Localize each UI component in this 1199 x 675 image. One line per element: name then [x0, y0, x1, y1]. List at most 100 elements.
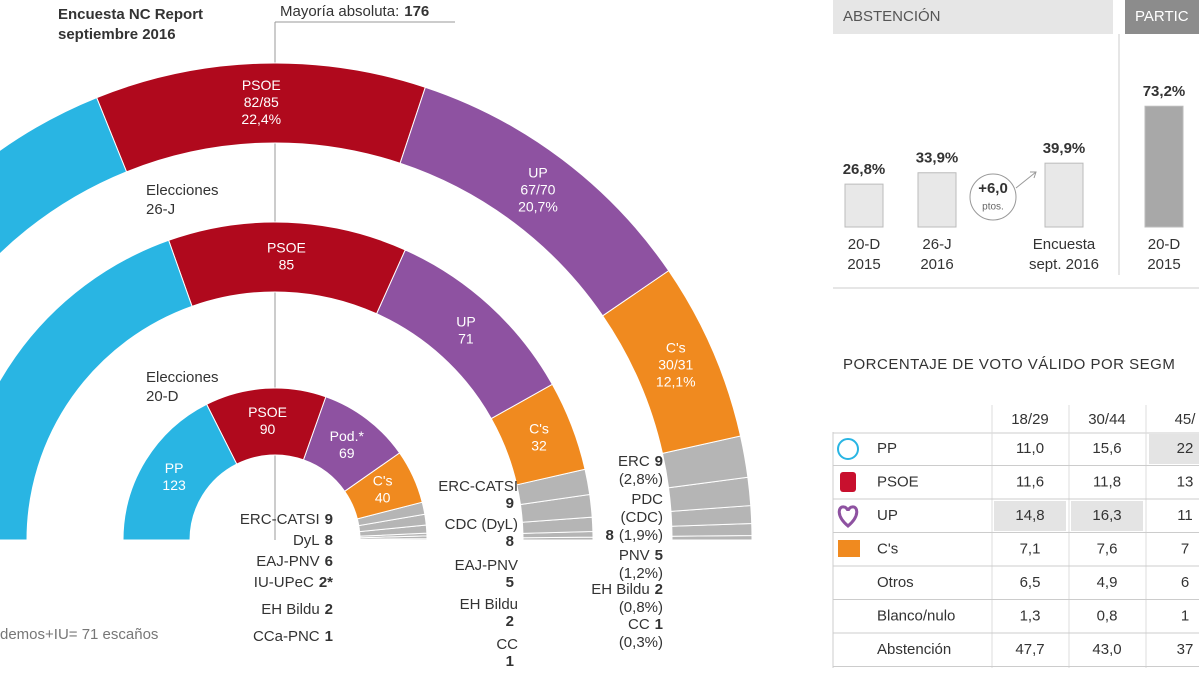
minor-name: CC 1: [628, 616, 663, 633]
arc-label: UP: [528, 165, 547, 181]
minor-share: (2,8%): [619, 471, 663, 488]
minor-seats: 2: [655, 581, 663, 598]
bar-period: 26-J: [922, 236, 951, 253]
arc-label: 12,1%: [656, 374, 696, 390]
bar-value: 26,8%: [843, 161, 886, 178]
minor-name: EH Bildu: [460, 596, 518, 613]
minor-name: ERC-CATSI: [240, 511, 320, 528]
minor-label: ERC-CATSI 9: [240, 511, 333, 528]
bar-period: 2015: [1147, 256, 1180, 273]
abstention-header: [833, 0, 1113, 34]
minor-label: IU-UPeC 2*: [254, 574, 333, 591]
minor-seats: 9: [506, 495, 514, 512]
bar: [917, 172, 957, 228]
minor-seats: 5: [655, 547, 663, 564]
arc-label: 90: [260, 421, 276, 437]
ring-caption: Elecciones: [146, 182, 219, 199]
minor-share-label: (1,2%): [619, 565, 663, 582]
arc-label: Pod.*: [330, 428, 365, 444]
minor-share: (0,3%): [619, 634, 663, 651]
minor-share-label: (0,8%): [619, 599, 663, 616]
title-line: Encuesta NC Report: [58, 6, 203, 23]
arc-label: 82/85: [244, 94, 279, 110]
arc-label: PP: [165, 460, 184, 476]
bar-period: 20-D: [848, 236, 881, 253]
column-header: 45/: [1175, 411, 1197, 428]
minor-share-label: (0,3%): [619, 634, 663, 651]
bar-value: 73,2%: [1143, 83, 1186, 100]
cell: 11,8: [1093, 473, 1121, 490]
minor-name-line: PDC: [631, 491, 663, 508]
minor-seats: 9: [325, 511, 333, 528]
minor-name-line: PNV: [619, 547, 650, 564]
bar-period: 2016: [920, 256, 953, 273]
cell: 0,8: [1097, 607, 1118, 624]
cell: 6: [1181, 574, 1189, 591]
minor-name: ERC-CATSI: [438, 478, 518, 495]
minor-seats: 8: [325, 532, 333, 549]
party-icons: [837, 438, 860, 557]
minor-seats: 1: [506, 653, 514, 670]
arc-label: PSOE: [248, 404, 287, 420]
arc-label: UP: [456, 313, 475, 329]
minor-label: CCa-PNC 1: [253, 628, 333, 645]
cell: 13: [1177, 473, 1194, 490]
cell: 37: [1177, 641, 1194, 658]
arc-label: 67/70: [520, 182, 555, 198]
row-label: UP: [877, 507, 898, 524]
arc-label: 32: [531, 437, 547, 453]
table-title: PORCENTAJE DE VOTO VÁLIDO POR SEGM: [843, 356, 1175, 373]
cell: 22: [1177, 440, 1194, 457]
cell-highlight: [994, 501, 1066, 531]
minor-seats: 2: [325, 601, 333, 618]
abstention-title: ABSTENCIÓN: [843, 8, 941, 25]
cell-highlight: [1071, 501, 1143, 531]
cell: 1,3: [1020, 607, 1041, 624]
minor-name-line: CC: [628, 616, 650, 633]
title-line: septiembre 2016: [58, 26, 176, 43]
column-header: 18/29: [1011, 411, 1049, 428]
cell: 15,6: [1092, 440, 1121, 457]
minor-name: EAJ-PNV: [256, 553, 319, 570]
arc-label: 123: [162, 477, 186, 493]
arc-label: C's: [529, 420, 549, 436]
minor-label: EH Bildu 2: [261, 601, 333, 618]
minor-name: ERC 9: [618, 453, 663, 470]
minor-name: CDC (DyL): [445, 516, 518, 533]
row-label: Otros: [877, 574, 914, 591]
change-badge: [969, 173, 1017, 221]
cell-highlight: [1149, 434, 1199, 464]
minor-name-line: (CDC): [621, 509, 664, 526]
bar-period: 2015: [847, 256, 880, 273]
arc-label: 20,7%: [518, 199, 558, 215]
arc-label: 22,4%: [241, 111, 281, 127]
bar-period: sept. 2016: [1029, 256, 1099, 273]
minor-share: 8 (1,9%): [605, 527, 663, 544]
bar: [844, 183, 884, 228]
minor-name: EH Bildu: [261, 601, 319, 618]
minor-name: CC: [496, 636, 518, 653]
participation-header: [1125, 0, 1199, 34]
row-label: Blanco/nulo: [877, 607, 955, 624]
ring-caption: 26-J: [146, 201, 175, 218]
ring-caption: 20-D: [146, 388, 179, 405]
minor-name: EH Bildu 2: [591, 581, 663, 598]
cell: 11: [1177, 507, 1193, 524]
party-seat-arc: [122, 403, 238, 541]
minor-share-label: (1,9%): [619, 527, 663, 544]
majority-label: Mayoría absoluta: 176: [280, 3, 429, 20]
minor-label: DyL 8: [293, 532, 333, 549]
minor-seats: 2: [506, 613, 514, 630]
cell: 7,1: [1020, 540, 1041, 557]
arc-label: 85: [279, 256, 295, 272]
bar: [1044, 162, 1084, 228]
cell: 16,3: [1092, 507, 1121, 524]
minor-name: (CDC): [621, 509, 664, 526]
majority-text: Mayoría absoluta:: [280, 3, 399, 20]
arc-label: 30/31: [658, 357, 693, 373]
cell: 7: [1181, 540, 1189, 557]
cell: 43,0: [1092, 641, 1121, 658]
minor-name: CCa-PNC: [253, 628, 320, 645]
